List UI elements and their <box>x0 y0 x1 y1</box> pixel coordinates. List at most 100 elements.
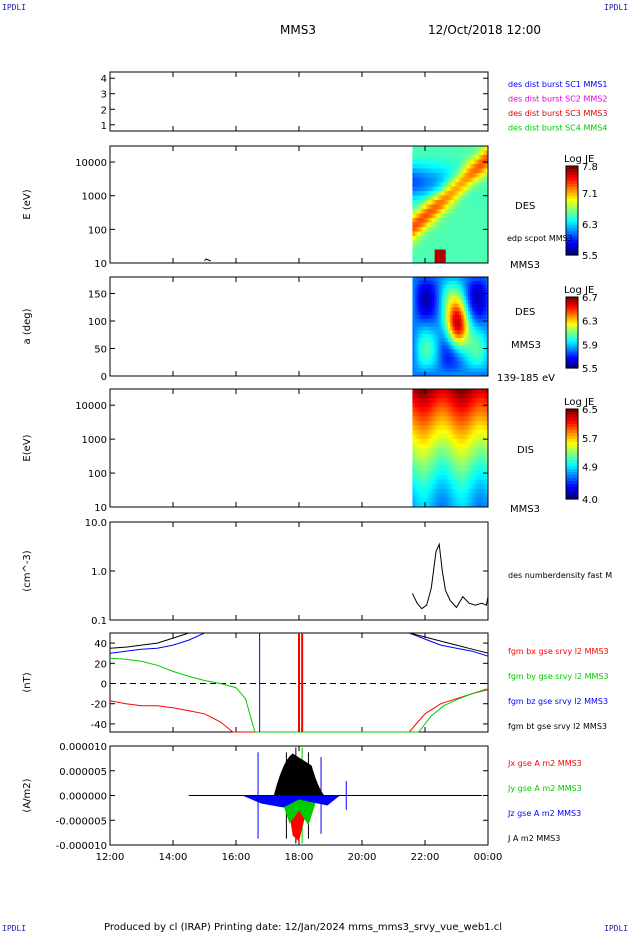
heatmap-cell <box>447 191 451 196</box>
heatmap-cell <box>447 493 451 499</box>
heatmap-cell <box>423 322 427 327</box>
overlay-label: edp scpot MMS3 <box>507 234 573 243</box>
heatmap-cell <box>427 364 431 369</box>
heatmap-cell <box>414 315 418 320</box>
heatmap-cell <box>447 497 451 503</box>
heatmap-cell <box>427 296 431 301</box>
heatmap-cell <box>443 245 447 250</box>
heatmap-cell <box>463 164 467 169</box>
heatmap-cell <box>447 182 451 187</box>
heatmap-cell <box>450 204 453 210</box>
heatmap-cell <box>467 307 471 312</box>
heatmap-cell <box>470 353 473 358</box>
heatmap-cell <box>421 258 425 264</box>
heatmap-cell <box>439 303 442 308</box>
colorbar-cell <box>566 493 578 497</box>
heatmap-cell <box>456 360 460 366</box>
heatmap-cell <box>445 429 449 435</box>
heatmap-cell <box>443 227 447 232</box>
heatmap-cell <box>447 213 451 219</box>
heatmap-cell <box>423 182 427 187</box>
heatmap-cell <box>419 164 422 169</box>
heatmap-cell <box>461 334 465 339</box>
heatmap-cell <box>445 311 449 316</box>
heatmap-cell <box>463 461 467 467</box>
heatmap-cell <box>470 173 473 178</box>
heatmap-cell <box>436 353 440 358</box>
heatmap-cell <box>434 231 438 237</box>
heatmap-cell <box>470 204 473 210</box>
heatmap-cell <box>445 222 449 228</box>
heatmap-cell <box>483 416 487 422</box>
heatmap-cell <box>412 213 416 219</box>
heatmap-cell <box>441 372 445 377</box>
heatmap-cell <box>479 299 482 305</box>
heatmap-cell <box>432 497 436 503</box>
heatmap-cell <box>441 182 445 187</box>
heatmap-cell <box>472 364 476 369</box>
heatmap-cell <box>443 209 447 214</box>
heatmap-cell <box>427 240 431 246</box>
heatmap-cell <box>414 236 418 241</box>
heatmap-cell <box>432 341 436 347</box>
heatmap-cell <box>436 360 440 366</box>
heatmap-cell <box>467 254 471 259</box>
heatmap-cell <box>479 389 482 395</box>
heatmap-cell <box>425 457 429 463</box>
heatmap-cell <box>441 284 445 289</box>
heatmap-cell <box>445 372 449 377</box>
heatmap-cell <box>416 493 420 499</box>
heatmap-cell <box>467 288 471 293</box>
colorbar-cell <box>566 180 578 185</box>
heatmap-cell <box>483 280 487 286</box>
heatmap-cell <box>421 393 425 399</box>
heatmap-cell <box>454 200 458 205</box>
heatmap-cell <box>436 258 440 264</box>
heatmap-cell <box>419 493 422 499</box>
heatmap-cell <box>421 288 425 293</box>
heatmap-cell <box>474 277 478 282</box>
heatmap-cell <box>483 322 487 327</box>
heatmap-cell <box>452 213 456 219</box>
colorbar-cell <box>566 166 578 170</box>
heatmap-cell <box>425 227 429 232</box>
heatmap-cell <box>412 258 416 264</box>
colorbar-cell <box>566 198 578 203</box>
heatmap-cell <box>423 311 427 316</box>
heatmap-cell <box>412 416 416 422</box>
heatmap-cell <box>472 497 476 503</box>
heatmap-cell <box>419 402 422 408</box>
heatmap-cell <box>456 398 460 404</box>
heatmap-cell <box>425 231 429 237</box>
heatmap-cell <box>485 292 489 297</box>
heatmap-cell <box>483 168 487 174</box>
heatmap-cell <box>456 470 460 476</box>
heatmap-cell <box>430 292 433 297</box>
heatmap-cell <box>432 345 436 350</box>
heatmap-cell <box>483 398 487 404</box>
heatmap-cell <box>465 457 469 463</box>
heatmap-cell <box>412 425 416 431</box>
heatmap-cell <box>454 311 458 316</box>
heatmap-cell <box>445 292 449 297</box>
heatmap-cell <box>425 326 429 331</box>
heatmap-cell <box>414 466 418 472</box>
heatmap-cell <box>430 155 433 160</box>
heatmap-cell <box>430 288 433 293</box>
heatmap-cell <box>434 457 438 463</box>
heatmap-cell <box>485 288 489 293</box>
heatmap-cell <box>436 204 440 210</box>
heatmap-cell <box>436 200 440 205</box>
heatmap-cell <box>474 429 478 435</box>
heatmap-cell <box>474 222 478 228</box>
heatmap-cell <box>461 470 465 476</box>
heatmap-cell <box>461 204 465 210</box>
heatmap-cell <box>427 402 431 408</box>
heatmap-cell <box>470 438 473 444</box>
heatmap-cell <box>474 425 478 431</box>
heatmap-cell <box>467 299 471 305</box>
heatmap-cell <box>470 227 473 232</box>
heatmap-cell <box>456 277 460 282</box>
heatmap-cell <box>434 411 438 417</box>
heatmap-cell <box>421 493 425 499</box>
